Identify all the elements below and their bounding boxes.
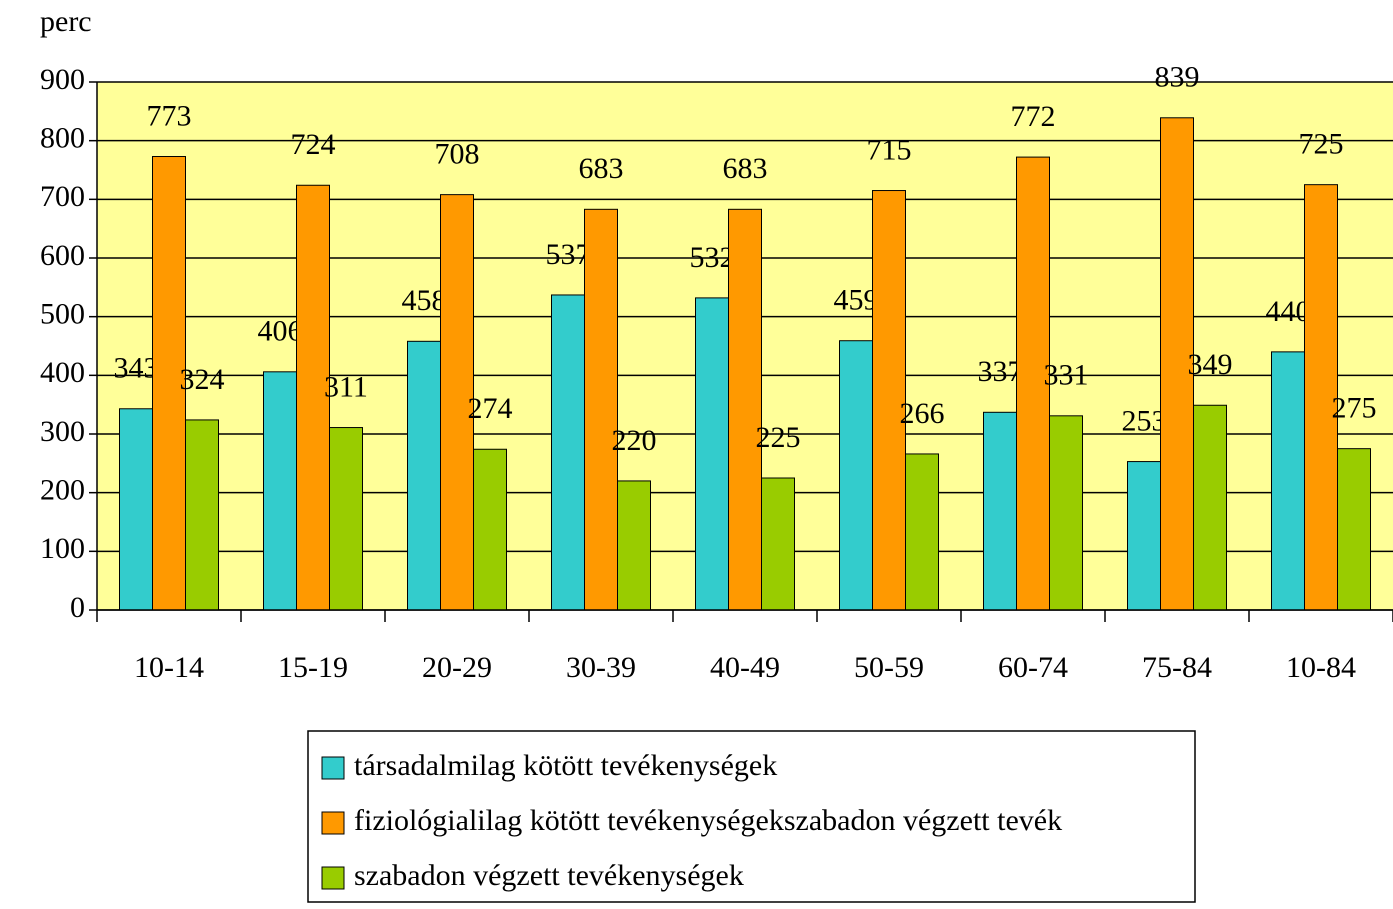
legend-swatch	[321, 811, 345, 835]
bar	[1160, 117, 1194, 611]
x-tick-label: 10-84	[1286, 651, 1356, 684]
y-tick-label: 0	[70, 591, 85, 624]
bar	[983, 411, 1017, 611]
bar	[839, 340, 873, 611]
data-label: 683	[579, 152, 624, 185]
data-label: 772	[1011, 100, 1056, 133]
y-tick-label: 100	[40, 532, 85, 565]
y-tick-label: 200	[40, 474, 85, 507]
data-label: 406	[258, 315, 303, 348]
bar	[1271, 351, 1305, 611]
data-label: 253	[1122, 404, 1167, 437]
y-tick-label: 300	[40, 415, 85, 448]
bar	[584, 208, 618, 611]
data-label: 724	[291, 128, 336, 161]
data-label: 773	[147, 99, 192, 132]
y-axis-label: perc	[40, 5, 92, 38]
data-label: 275	[1332, 392, 1377, 425]
y-tick-label: 700	[40, 180, 85, 213]
bar	[872, 190, 906, 611]
data-label: 839	[1155, 61, 1200, 94]
data-label: 274	[468, 392, 513, 425]
data-label: 715	[867, 133, 912, 166]
data-label: 331	[1044, 359, 1089, 392]
x-tick-label: 10-14	[134, 651, 204, 684]
y-tick-label: 400	[40, 356, 85, 389]
data-label: 459	[834, 284, 879, 317]
y-tick-label: 800	[40, 122, 85, 155]
bar	[473, 448, 507, 611]
x-tick-label: 40-49	[710, 651, 780, 684]
y-tick-label: 600	[40, 239, 85, 272]
legend-swatch	[321, 866, 345, 890]
data-label: 225	[756, 421, 801, 454]
bar	[329, 427, 363, 611]
x-tick-label: 30-39	[566, 651, 636, 684]
data-label: 343	[114, 352, 159, 385]
bar	[1049, 415, 1083, 611]
data-label: 440	[1266, 295, 1311, 328]
bar	[1127, 461, 1161, 611]
data-label: 683	[723, 152, 768, 185]
legend-label: társadalmilag kötött tevékenységek	[354, 749, 777, 782]
bar	[1193, 404, 1227, 611]
bar	[152, 156, 186, 611]
data-label: 708	[435, 138, 480, 171]
data-label: 349	[1188, 348, 1233, 381]
x-tick-label: 15-19	[278, 651, 348, 684]
y-tick-label: 900	[40, 63, 85, 96]
bar	[551, 294, 585, 611]
data-label: 220	[612, 424, 657, 457]
bar	[905, 453, 939, 611]
legend-label: fiziológialilag kötött tevékenységekszab…	[354, 804, 1062, 837]
legend-box	[307, 730, 1196, 903]
bar	[407, 340, 441, 611]
bar	[695, 297, 729, 611]
x-tick-label: 75-84	[1142, 651, 1212, 684]
data-label: 532	[690, 241, 735, 274]
bar	[1016, 156, 1050, 611]
data-label: 337	[978, 355, 1023, 388]
bar	[119, 408, 153, 611]
bar	[296, 184, 330, 611]
legend-label: szabadon végzett tevékenységek	[354, 859, 744, 892]
bar	[185, 419, 219, 611]
legend-swatch	[321, 756, 345, 780]
data-label: 266	[900, 397, 945, 430]
bar	[1304, 184, 1338, 611]
data-label: 537	[546, 238, 591, 271]
bar	[617, 480, 651, 611]
data-label: 725	[1299, 128, 1344, 161]
data-label: 311	[324, 370, 368, 403]
x-tick-label: 20-29	[422, 651, 492, 684]
bar	[263, 371, 297, 611]
x-tick-label: 50-59	[854, 651, 924, 684]
bar	[728, 208, 762, 611]
bar	[1337, 448, 1371, 611]
data-label: 324	[180, 363, 225, 396]
bar	[761, 477, 795, 611]
x-tick-label: 60-74	[998, 651, 1068, 684]
data-label: 458	[402, 284, 447, 317]
y-tick-label: 500	[40, 298, 85, 331]
